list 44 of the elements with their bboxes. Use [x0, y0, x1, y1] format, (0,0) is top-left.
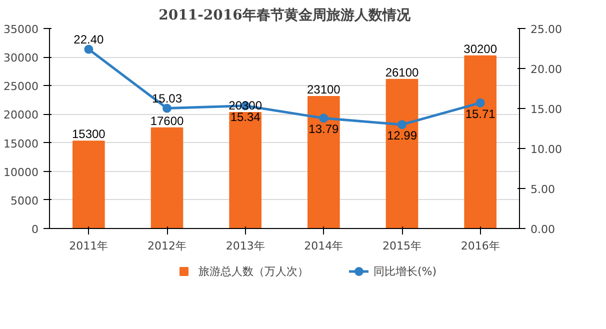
point — [84, 44, 94, 54]
y-tick-label: 30000 — [4, 52, 39, 65]
x-tick-label: 2015年 — [382, 240, 422, 252]
data-label: 23100 — [306, 82, 341, 96]
data-label: 30200 — [464, 42, 498, 56]
bar — [229, 112, 262, 228]
y-tick-label: 20000 — [4, 108, 39, 122]
x-tick-label: 2014年 — [304, 240, 344, 252]
data-label: 12.99 — [386, 128, 418, 143]
data-label: 22.40 — [74, 32, 104, 46]
bar — [464, 55, 496, 228]
bar — [72, 140, 105, 228]
y-tick-label: 10000 — [4, 166, 39, 179]
data-label: 15.34 — [230, 110, 261, 124]
y-tick-label: 0 — [32, 223, 38, 236]
point — [476, 98, 485, 108]
data-label: 15300 — [72, 127, 106, 142]
chart-title: 2011-2016年春节黄金周旅游人数情况 — [158, 8, 412, 24]
x-tick-label: 2013年 — [226, 240, 265, 252]
y2-tick-label: 25.00 — [530, 23, 562, 36]
x-tick-label: 2011年 — [69, 240, 108, 252]
x-tick-label: 2016年 — [460, 240, 500, 252]
y2-tick-label: 5.00 — [530, 183, 555, 196]
y2-tick-label: 20.00 — [530, 63, 562, 76]
y-tick-label: 35000 — [4, 23, 39, 36]
y-tick-label: 5000 — [10, 194, 39, 208]
y-tick-label: 25000 — [4, 80, 39, 94]
point — [319, 114, 328, 123]
data-label: 15.71 — [465, 106, 496, 121]
y2-tick-label: 15.00 — [530, 103, 562, 116]
x-tick-label: 2012年 — [148, 240, 187, 252]
data-label: 17600 — [150, 114, 184, 128]
y2-tick-label: 10.00 — [530, 143, 562, 156]
bar — [308, 96, 340, 228]
legend-label: 旅游总人数（万人次） — [198, 264, 308, 278]
data-label: 26100 — [385, 65, 420, 80]
bar — [150, 127, 184, 228]
legend-label: 同比增长(%) — [373, 264, 437, 278]
bar — [386, 78, 418, 228]
data-label: 13.79 — [308, 122, 340, 136]
point — [162, 104, 172, 113]
y2-tick-label: 0.00 — [530, 223, 555, 236]
point — [398, 120, 406, 130]
y-tick-label: 15000 — [4, 137, 39, 150]
